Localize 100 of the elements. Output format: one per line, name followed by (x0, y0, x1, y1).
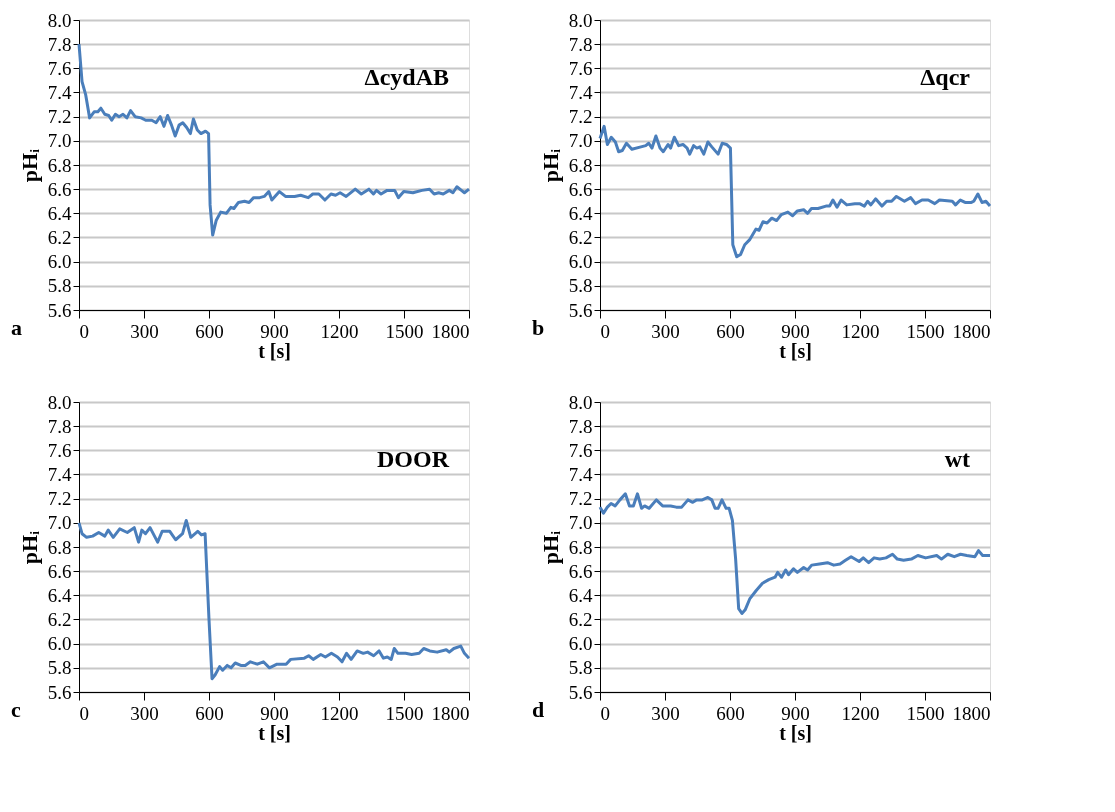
text: b (532, 315, 545, 340)
x-tick-label: 300 (651, 320, 680, 342)
y-tick-label: 5.6 (568, 681, 593, 703)
y-tick-label: 7.8 (568, 33, 593, 55)
x-axis-title: t [s] (779, 339, 812, 362)
text: a (11, 315, 22, 340)
x-axis-title: t [s] (258, 721, 291, 744)
y-tick-label: 8.0 (47, 9, 72, 31)
y-tick-label: 7.6 (568, 57, 593, 79)
y-tick-label: 5.8 (568, 275, 593, 297)
annotation: wt (944, 446, 970, 472)
y-tick-label: 7.6 (47, 57, 72, 79)
x-tick-label: 600 (716, 702, 745, 724)
y-axis-title: pHᵢ (16, 148, 42, 183)
x-tick-label: 1800 (952, 320, 991, 342)
y-tick-label: 7.4 (568, 464, 593, 485)
y-tick-label: 6.4 (47, 584, 72, 606)
x-tick-label: 900 (260, 702, 289, 724)
x-tick-label: 0 (600, 702, 610, 724)
x-tick-label: 900 (781, 702, 810, 724)
x-tick-label: 1800 (952, 702, 991, 724)
text: c (11, 697, 21, 722)
annotation: ΔcydAB (364, 64, 449, 90)
x-tick-label: 600 (195, 320, 224, 342)
y-axis-title: pHᵢ (16, 530, 42, 565)
y-tick-label: 6.2 (568, 609, 593, 630)
y-tick-label: 6.6 (568, 560, 593, 582)
x-tick-label: 600 (195, 702, 224, 724)
y-tick-label: 6.6 (47, 560, 72, 582)
x-tick-label: 300 (130, 320, 159, 342)
text: d (532, 697, 545, 722)
x-tick-label: 1500 (906, 320, 945, 342)
x-tick-label: 1500 (385, 320, 424, 342)
x-axis-title: t [s] (779, 721, 812, 744)
y-tick-label: 6.8 (47, 154, 72, 176)
y-tick-label: 7.8 (47, 33, 72, 55)
x-tick-label: 1500 (906, 702, 945, 724)
x-tick-label: 0 (600, 320, 610, 342)
y-tick-label: 5.6 (47, 681, 72, 703)
y-tick-label: 7.8 (568, 415, 593, 437)
y-tick-label: 5.8 (47, 275, 72, 297)
x-tick-label: 1200 (841, 702, 880, 724)
x-tick-label: 300 (651, 702, 680, 724)
x-tick-label: 1800 (431, 320, 470, 342)
x-tick-label: 0 (79, 702, 89, 724)
y-tick-label: 6.2 (568, 227, 593, 248)
y-tick-label: 6.4 (568, 584, 593, 606)
y-tick-label: 6.8 (47, 536, 72, 558)
y-tick-label: 6.0 (47, 633, 72, 655)
y-tick-label: 7.0 (568, 512, 593, 534)
y-tick-label: 7.2 (47, 106, 72, 128)
y-tick-label: 7.0 (568, 130, 593, 152)
y-tick-label: 8.0 (47, 391, 72, 413)
line-series (77, 518, 471, 681)
x-tick-label: 1200 (320, 702, 359, 724)
y-tick-label: 5.6 (47, 299, 72, 321)
y-tick-label: 7.8 (47, 415, 72, 437)
y-tick-label: 6.0 (47, 251, 72, 273)
x-tick-label: 1500 (385, 702, 424, 724)
x-tick-label: 900 (781, 320, 810, 342)
y-tick-label: 5.8 (47, 657, 72, 679)
y-tick-label: 6.8 (568, 536, 593, 558)
y-tick-label: 6.4 (47, 202, 72, 224)
y-tick-label: 7.0 (47, 512, 72, 534)
y-tick-label: 7.4 (47, 464, 72, 485)
x-tick-label: 1200 (320, 320, 359, 342)
line-series (77, 42, 471, 237)
y-tick-label: 6.6 (47, 178, 72, 200)
y-tick-label: 8.0 (568, 9, 593, 31)
annotation: Δqcr (920, 64, 971, 90)
y-axis-title: pHᵢ (537, 148, 563, 183)
line-series (598, 124, 992, 259)
y-tick-label: 7.2 (47, 488, 72, 510)
y-tick-label: 6.6 (568, 178, 593, 200)
y-tick-label: 7.2 (568, 488, 593, 510)
y-tick-label: 7.6 (568, 439, 593, 461)
x-tick-label: 600 (716, 320, 745, 342)
y-tick-label: 7.2 (568, 106, 593, 128)
y-tick-label: 6.0 (568, 633, 593, 655)
y-tick-label: 7.0 (47, 130, 72, 152)
y-tick-label: 7.4 (47, 82, 72, 103)
y-tick-label: 5.6 (568, 299, 593, 321)
x-tick-label: 300 (130, 702, 159, 724)
y-axis-title: pHᵢ (537, 530, 563, 565)
annotation: DOOR (377, 446, 450, 472)
y-tick-label: 6.2 (47, 227, 72, 248)
x-axis-title: t [s] (258, 339, 291, 362)
y-tick-label: 6.0 (568, 251, 593, 273)
line-series (598, 492, 992, 615)
x-tick-label: 1800 (431, 702, 470, 724)
x-tick-label: 1200 (841, 320, 880, 342)
y-tick-label: 7.4 (568, 82, 593, 103)
y-tick-label: 6.2 (47, 609, 72, 630)
x-tick-label: 900 (260, 320, 289, 342)
y-tick-label: 8.0 (568, 391, 593, 413)
y-tick-label: 7.6 (47, 439, 72, 461)
x-tick-label: 0 (79, 320, 89, 342)
y-tick-label: 6.4 (568, 202, 593, 224)
y-tick-label: 6.8 (568, 154, 593, 176)
y-tick-label: 5.8 (568, 657, 593, 679)
